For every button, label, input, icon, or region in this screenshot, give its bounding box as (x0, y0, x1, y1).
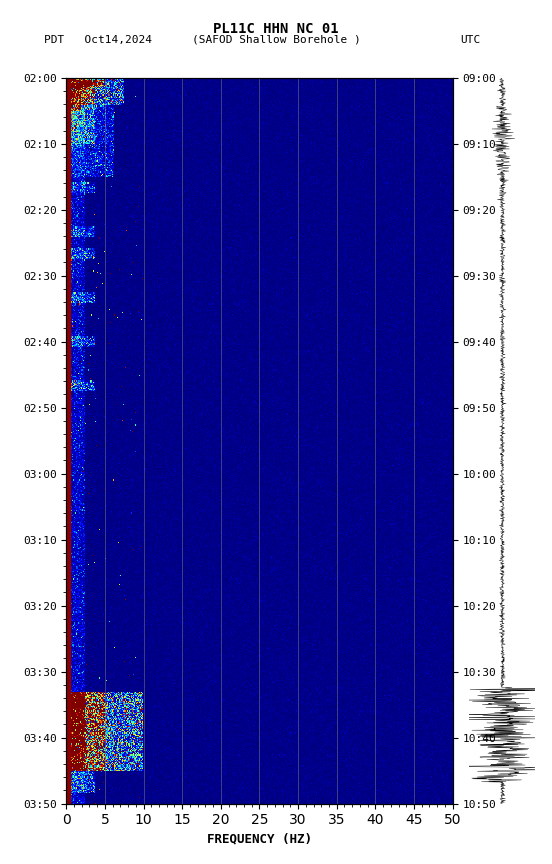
Text: PDT   Oct14,2024: PDT Oct14,2024 (44, 35, 152, 45)
X-axis label: FREQUENCY (HZ): FREQUENCY (HZ) (207, 833, 312, 846)
Text: PL11C HHN NC 01: PL11C HHN NC 01 (213, 22, 339, 35)
Text: (SAFOD Shallow Borehole ): (SAFOD Shallow Borehole ) (192, 35, 360, 45)
Text: UTC: UTC (460, 35, 480, 45)
